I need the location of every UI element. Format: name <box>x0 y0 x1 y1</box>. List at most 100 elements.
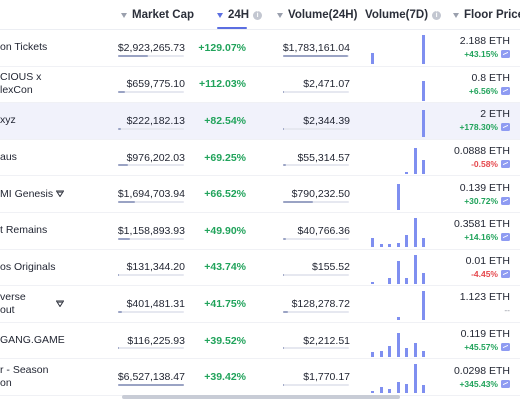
volume-7d-bar <box>405 347 408 357</box>
price-chart-icon[interactable] <box>501 379 510 388</box>
collection-name-line: os Originals <box>0 260 56 273</box>
price-chart-icon[interactable] <box>501 343 510 352</box>
collection-name[interactable]: os Originals <box>0 250 95 286</box>
floor-price-value: 0.8 ETH <box>471 71 510 84</box>
volume-24h-value: $2,471.07 <box>303 78 350 91</box>
price-chart-icon[interactable] <box>501 269 510 278</box>
volume-7d-bar <box>371 351 374 357</box>
volume-7d-sparkline <box>365 253 425 284</box>
volume-7d-bar <box>422 385 425 394</box>
table-row[interactable]: xyz $222,182.13 +82.54% $2,344.39 2 ETH +178.… <box>0 103 520 140</box>
table-row[interactable]: MI Genesis $1,694,703.94 +66.52% $790,232.5… <box>0 176 520 213</box>
price-chart-icon[interactable] <box>501 123 510 132</box>
volume-24h-bar <box>283 237 349 240</box>
floor-price-change: -4.45% <box>471 268 510 280</box>
price-chart-icon[interactable] <box>501 196 510 205</box>
market-cap-value: $116,225.93 <box>127 334 185 347</box>
floor-price-cell: 0.0888 ETH -0.58% <box>454 140 510 176</box>
active-sort-underline <box>217 27 247 29</box>
price-chart-icon[interactable] <box>501 160 510 169</box>
table-row[interactable]: on Tickets $2,923,265.73 +129.07% $1,783,16… <box>0 30 520 67</box>
floor-price-change: +30.72% <box>464 195 510 207</box>
volume-24h-bar <box>283 127 349 130</box>
market-cap-value: $659,775.10 <box>126 78 185 91</box>
volume-7d-bar <box>388 345 391 357</box>
volume-24h-value: $2,344.39 <box>303 114 350 127</box>
floor-price-cell: 2.188 ETH +43.15% <box>460 30 510 66</box>
market-cap-header-label: Market Cap <box>132 9 194 21</box>
change-24h-column-header[interactable]: 24H i <box>217 0 263 30</box>
change-24h-value: +39.52% <box>204 334 246 347</box>
floor-price-change-value: +14.16% <box>464 232 498 243</box>
market-cap-value: $2,923,265.73 <box>117 41 185 54</box>
blue-chip-icon <box>56 190 64 198</box>
volume-7d-bar <box>388 244 391 247</box>
volume-7d-bar <box>422 350 425 357</box>
floor-price-cell: 0.119 ETH +45.57% <box>461 323 510 359</box>
volume-7d-bar <box>422 110 425 138</box>
table-row[interactable]: t Remains $1,158,893.93 +49.90% $40,766.36 0… <box>0 213 520 250</box>
volume-24h-bar <box>283 54 349 57</box>
floor-price-column-header[interactable]: Floor Price <box>453 0 520 30</box>
floor-price-value: 0.0888 ETH <box>453 145 510 158</box>
table-row[interactable]: os Originals $131,344.20 +43.74% $155.52 0.0… <box>0 250 520 287</box>
horizontal-scrollbar[interactable] <box>122 395 400 399</box>
volume-24h-value: $40,766.36 <box>297 224 350 237</box>
info-icon[interactable]: i <box>432 10 442 20</box>
price-chart-icon[interactable] <box>501 86 510 95</box>
collection-name-line: out <box>0 303 15 316</box>
floor-price-cell: 0.139 ETH +30.72% <box>460 176 510 212</box>
volume-24h-column-header[interactable]: Volume(24H) <box>277 0 357 30</box>
volume-24h-bar <box>283 274 349 277</box>
table-row[interactable]: verse out $401,481.31 +41.75% $128,278.72 1.1… <box>0 286 520 323</box>
table-row[interactable]: aus $976,202.03 +69.25% $55,314.57 0.0888 ET… <box>0 140 520 177</box>
change-24h-value: +43.74% <box>204 261 246 274</box>
floor-price-value: 0.139 ETH <box>459 181 510 194</box>
volume-24h-bar <box>283 164 349 167</box>
table-row[interactable]: GANG.GAME $116,225.93 +39.52% $2,212.51 0.11… <box>0 323 520 360</box>
collection-name[interactable]: on Tickets <box>0 30 95 66</box>
floor-price-change-value: -- <box>504 305 510 316</box>
blue-chip-icon <box>56 300 64 308</box>
collection-name[interactable]: MI Genesis <box>0 176 95 212</box>
floor-price-cell: 0.0298 ETH +345.43% <box>454 359 510 395</box>
market-cap-bar <box>118 237 184 240</box>
floor-price-value: 0.01 ETH <box>465 254 510 267</box>
collection-name[interactable]: CIOUS x lexCon <box>0 67 95 103</box>
collection-name[interactable]: verse out <box>0 286 95 322</box>
market-cap-column-header[interactable]: Market Cap <box>121 0 194 30</box>
price-chart-icon[interactable] <box>501 233 510 242</box>
collection-name[interactable]: aus <box>0 140 95 176</box>
volume-24h-value: $1,770.17 <box>303 371 350 384</box>
market-cap-bar <box>118 383 184 386</box>
collection-name[interactable]: t Remains <box>0 213 95 249</box>
volume-7d-bar <box>405 277 408 284</box>
floor-price-change-value: +178.30% <box>459 122 498 133</box>
market-cap-bar <box>118 91 184 94</box>
volume-7d-bar <box>379 244 383 247</box>
volume-7d-sparkline <box>365 216 425 247</box>
volume-7d-column-header[interactable]: Volume(7D) i <box>365 0 442 30</box>
volume-24h-value: $155.52 <box>312 261 350 274</box>
collection-name-line: on Tickets <box>0 41 48 54</box>
floor-price-change-value: +30.72% <box>464 195 498 206</box>
change-24h-value: +69.25% <box>204 151 246 164</box>
volume-7d-bar <box>388 389 391 394</box>
info-icon[interactable]: i <box>253 10 263 20</box>
change-24h-value: +112.03% <box>198 78 246 91</box>
volume-7d-bar <box>413 342 417 357</box>
table-row[interactable]: CIOUS x lexCon $659,775.10 +112.03% $2,471.0… <box>0 67 520 104</box>
collection-name[interactable]: GANG.GAME <box>0 323 95 359</box>
collection-name[interactable]: xyz <box>0 103 95 139</box>
price-chart-icon[interactable] <box>501 50 510 59</box>
volume-24h-header-label: Volume(24H) <box>288 9 358 21</box>
collection-name-line: verse <box>0 290 26 303</box>
table-row[interactable]: r - Season on $6,527,138.47 +39.42% $1,770.1… <box>0 359 520 396</box>
volume-7d-sparkline <box>365 179 421 211</box>
collection-name[interactable]: r - Season on <box>0 359 95 395</box>
collection-name-line: t Remains <box>0 224 48 237</box>
volume-7d-bar <box>413 254 417 284</box>
change-24h-value: +49.90% <box>204 224 246 237</box>
volume-24h-bar <box>283 383 349 386</box>
market-cap-bar <box>118 127 184 130</box>
